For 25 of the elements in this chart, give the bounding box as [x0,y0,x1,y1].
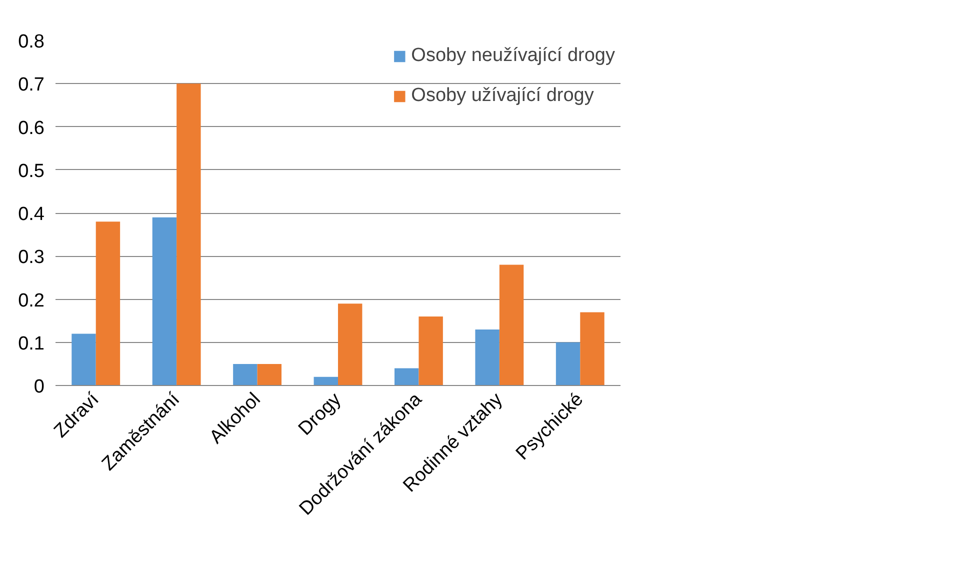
bar [475,329,500,386]
bar [499,264,524,386]
bar [233,364,258,386]
legend-label: Osoby neužívající drogy [411,45,615,67]
bar [96,222,120,386]
y-tick-label: 0.3 [18,247,45,268]
bar [72,334,96,386]
bar [394,368,419,386]
bar [418,316,443,386]
y-tick-label: 0.6 [18,118,45,139]
y-tick-label: 0.2 [18,290,45,312]
bar [556,342,580,386]
y-tick-label: 0 [34,376,45,398]
y-tick-label: 0.7 [18,74,45,96]
y-tick-label: 0.1 [18,333,45,354]
bar [338,304,362,386]
y-tick-label: 0.5 [18,160,45,182]
bar [152,217,177,386]
bar [314,376,338,386]
y-tick-label: 0.4 [18,204,45,225]
bar [257,364,282,386]
legend-label: Osoby užívající drogy [411,85,594,107]
bar [176,84,201,386]
bar [580,312,604,386]
y-tick-label: 0.8 [18,32,45,52]
